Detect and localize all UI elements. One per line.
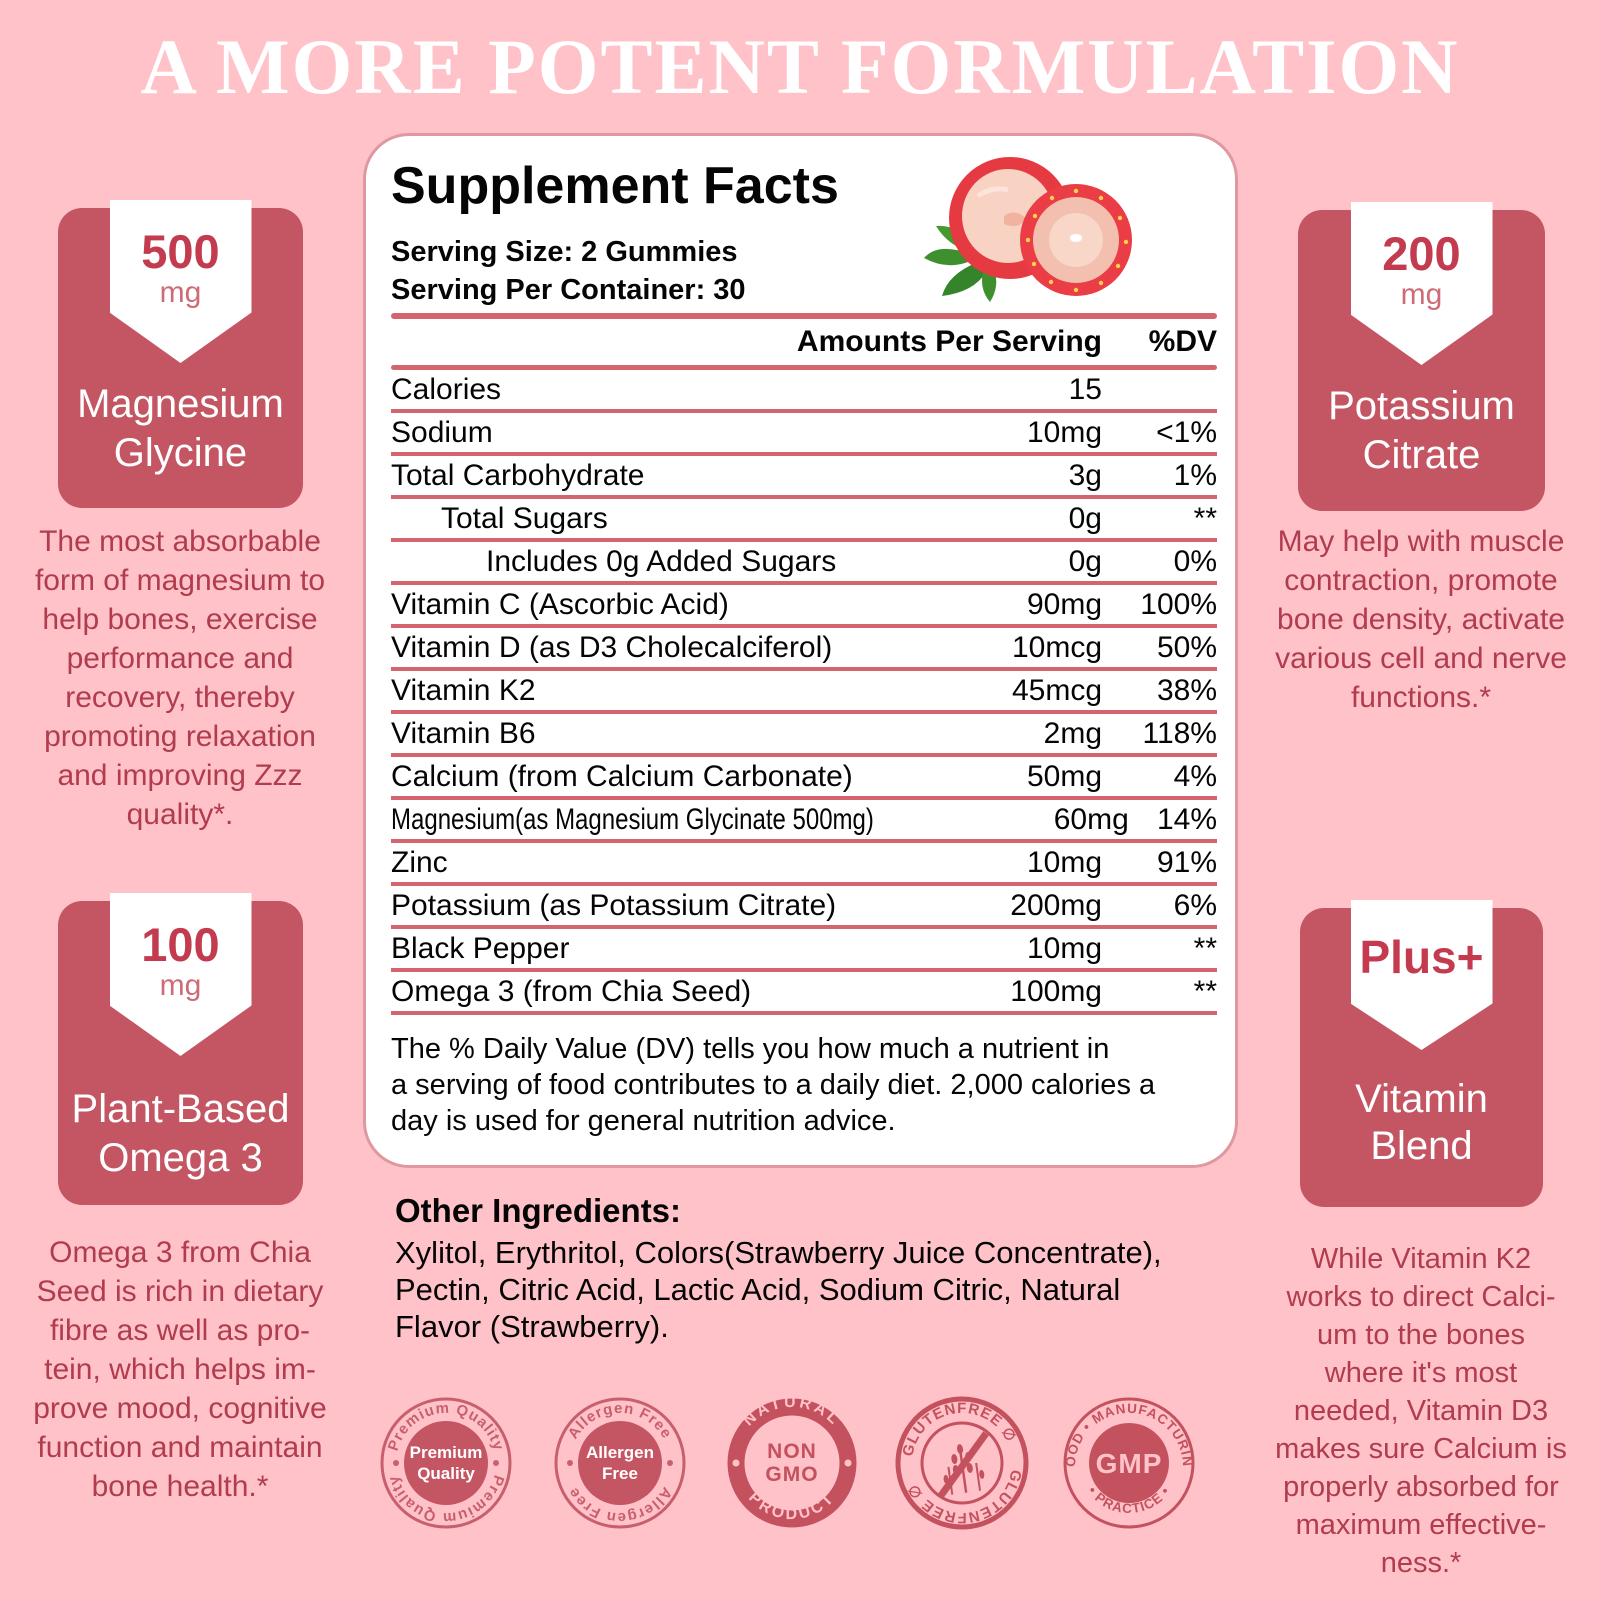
premium-quality-seal: Premium Quality Premium Quality Premium … xyxy=(376,1393,516,1533)
table-row: Vitamin D (as D3 Cholecalciferol) 10mcg … xyxy=(391,628,1217,671)
table-row: Vitamin B6 2mg 118% xyxy=(391,714,1217,757)
page-title: A MORE POTENT FORMULATION xyxy=(140,23,1460,110)
column-header-dv: %DV xyxy=(1148,325,1217,358)
other-ingredients-text: Xylitol, Erythritol, Colors(Strawberry J… xyxy=(395,1235,1162,1344)
table-row: Zinc 10mg 91% xyxy=(391,843,1217,886)
badge-omega3: 100 mg Plant-Based Omega 3 xyxy=(58,893,303,1205)
seal-rings: NATURAL PRODUCT xyxy=(727,1394,857,1528)
table-row: Omega 3 (from Chia Seed) 100mg ** xyxy=(391,972,1217,1015)
badge-description-vitamin-blend: While Vitamin K2 works to direct Calci- … xyxy=(1275,1243,1567,1579)
strawberry-front-slice xyxy=(1020,184,1132,296)
strawberry-image xyxy=(924,157,1132,302)
table-row: Total Carbohydrate 3g 1% xyxy=(391,456,1217,499)
table-row: Black Pepper 10mg ** xyxy=(391,929,1217,972)
allergen-free-seal: Allergen Free Allergen Free Allergen Fre… xyxy=(550,1393,690,1533)
plus-ribbon: Plus+ xyxy=(1350,900,1493,1050)
gmp-seal: GOOD • MANUFACTURING • PRACTICE • GMP xyxy=(1059,1393,1199,1533)
table-row: Vitamin K2 45mcg 38% xyxy=(391,671,1217,714)
badge-name: Potassium Citrate xyxy=(1328,384,1515,477)
serving-size: Serving Size: 2 Gummies xyxy=(391,236,738,268)
badge-magnesium-glycine: 500 mg Magnesium Glycine xyxy=(58,200,303,508)
supplement-facts-title: Supplement Facts xyxy=(391,157,839,215)
dose-ribbon: 200 mg xyxy=(1350,202,1493,365)
dose-unit: mg xyxy=(159,969,202,1002)
seal-rings: GLUTENFREE ∅ GLUTENFREE ∅ xyxy=(893,1392,1031,1534)
seal-center-label: Allergen Free xyxy=(578,1421,662,1505)
dose-value: 500 xyxy=(141,225,220,278)
dose-unit: mg xyxy=(159,276,202,309)
wheat-crossed-icon xyxy=(937,1431,989,1499)
svg-text:GLUTENFREE ∅: GLUTENFREE ∅ xyxy=(893,1392,1021,1460)
column-header-amount: Amounts Per Serving xyxy=(796,325,1102,358)
strawberry-leaves xyxy=(924,225,997,302)
table-row: Sodium 10mg <1% xyxy=(391,413,1217,456)
table-row: Calcium (from Calcium Carbonate) 50mg 4% xyxy=(391,757,1217,800)
other-ingredients-label: Other Ingredients: xyxy=(395,1192,682,1229)
badge-description-magnesium: The most absorbable form of magnesium to… xyxy=(34,525,326,831)
dose-ribbon: 500 mg xyxy=(109,200,252,363)
badge-name: Vitamin Blend xyxy=(1355,1077,1488,1168)
dose-value: 100 xyxy=(141,918,220,971)
table-row: Potassium (as Potassium Citrate) 200mg 6… xyxy=(391,886,1217,929)
serving-per-container: Serving Per Container: 30 xyxy=(391,274,746,306)
dose-unit: mg xyxy=(1400,278,1443,311)
gluten-free-seal: GLUTENFREE ∅ GLUTENFREE ∅ xyxy=(883,1384,1041,1542)
badge-name: Plant-Based Omega 3 xyxy=(71,1087,290,1180)
dv-footnote: The % Daily Value (DV) tells you how muc… xyxy=(391,1033,1156,1137)
badge-vitamin-blend: Plus+ Vitamin Blend xyxy=(1300,900,1543,1207)
table-row: Vitamin C (Ascorbic Acid) 90mg 100% xyxy=(391,585,1217,628)
svg-text:GLUTENFREE ∅: GLUTENFREE ∅ xyxy=(903,1466,1031,1534)
non-gmo-seal: NATURAL PRODUCT NON GMO xyxy=(722,1393,862,1533)
nutrition-table: Amounts Per Serving %DV Calories 15 Sodi… xyxy=(391,313,1217,1015)
table-row: Total Sugars 0g ** xyxy=(391,499,1217,542)
supplement-facts-panel: Supplement Facts Serving Size: 2 Gummies… xyxy=(363,133,1238,1168)
seal-center-label: Premium Quality xyxy=(404,1421,488,1505)
divider-thick xyxy=(391,365,1217,370)
divider-thick xyxy=(391,313,1217,319)
table-row: Calories 15 xyxy=(391,370,1217,413)
table-header-row: Amounts Per Serving %DV xyxy=(391,319,1217,365)
seal-center-label: GMP xyxy=(1089,1423,1169,1503)
badge-name: Magnesium Glycine xyxy=(77,382,284,475)
badge-description-omega3: Omega 3 from Chia Seed is rich in dietar… xyxy=(33,1236,327,1503)
badge-potassium-citrate: 200 mg Potassium Citrate xyxy=(1298,202,1545,511)
seal-center-label: NON GMO xyxy=(765,1440,819,1486)
table-row: Includes 0g Added Sugars 0g 0% xyxy=(391,542,1217,585)
dose-value: 200 xyxy=(1382,227,1461,280)
dose-ribbon: 100 mg xyxy=(109,893,252,1056)
plus-label: Plus+ xyxy=(1359,931,1484,983)
table-row: Magnesium(as Magnesium Glycinate 500mg) … xyxy=(391,800,1217,843)
badge-description-potassium: May help with muscle contraction, promot… xyxy=(1275,525,1567,714)
